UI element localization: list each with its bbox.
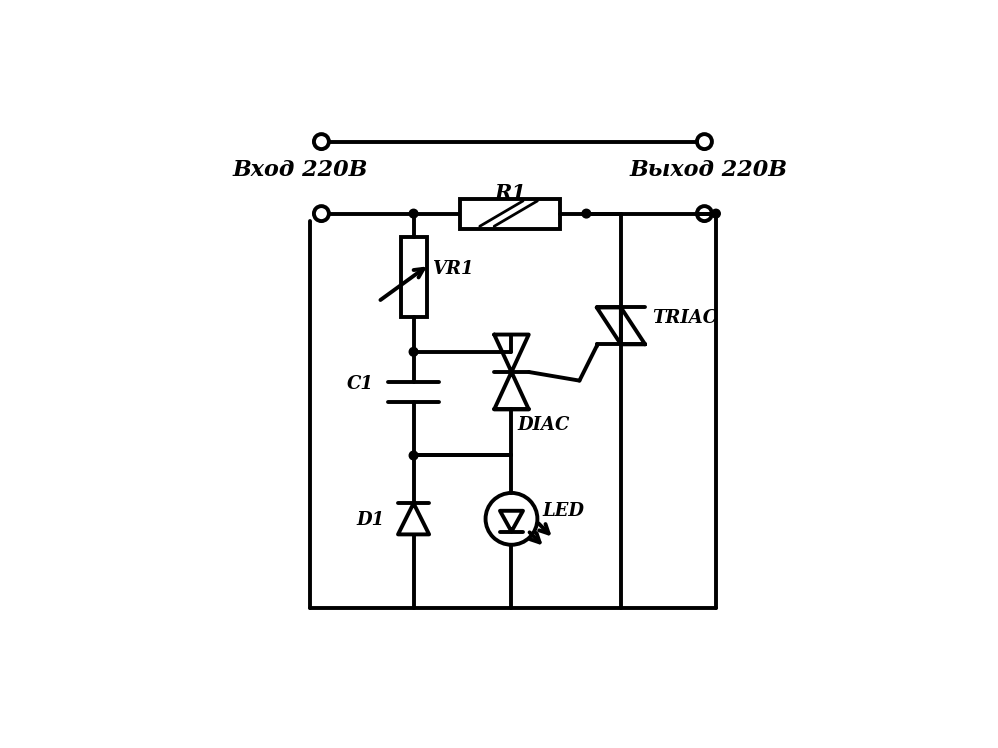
Text: R1: R1 — [494, 183, 526, 203]
Circle shape — [409, 209, 418, 218]
Text: LED: LED — [542, 502, 584, 520]
Text: TRIAC: TRIAC — [652, 309, 718, 327]
Bar — [400, 236, 426, 317]
Text: C1: C1 — [347, 375, 374, 393]
Text: DIAC: DIAC — [517, 416, 570, 434]
Circle shape — [582, 209, 591, 218]
Text: Вход 220В: Вход 220В — [233, 159, 367, 181]
Bar — [460, 199, 561, 229]
Text: Выход 220В: Выход 220В — [630, 159, 787, 181]
Circle shape — [712, 209, 721, 218]
Circle shape — [409, 348, 418, 356]
Text: VR1: VR1 — [432, 260, 473, 278]
Text: D1: D1 — [356, 511, 384, 529]
Circle shape — [409, 451, 418, 460]
